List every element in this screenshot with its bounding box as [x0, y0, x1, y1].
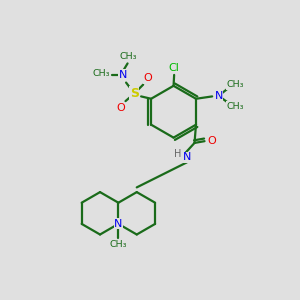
Text: O: O [116, 103, 125, 112]
Text: N: N [114, 219, 123, 229]
Text: H: H [174, 148, 182, 158]
Text: N: N [119, 70, 127, 80]
Text: CH₃: CH₃ [119, 52, 137, 62]
Text: N: N [183, 152, 191, 162]
Text: CH₃: CH₃ [227, 102, 244, 111]
Text: O: O [144, 73, 152, 83]
Text: O: O [208, 136, 217, 146]
Text: S: S [130, 87, 139, 100]
Text: Cl: Cl [169, 63, 180, 73]
Text: CH₃: CH₃ [92, 69, 110, 78]
Text: CH₃: CH₃ [110, 240, 127, 249]
Text: N: N [214, 91, 223, 101]
Text: CH₃: CH₃ [227, 80, 244, 89]
